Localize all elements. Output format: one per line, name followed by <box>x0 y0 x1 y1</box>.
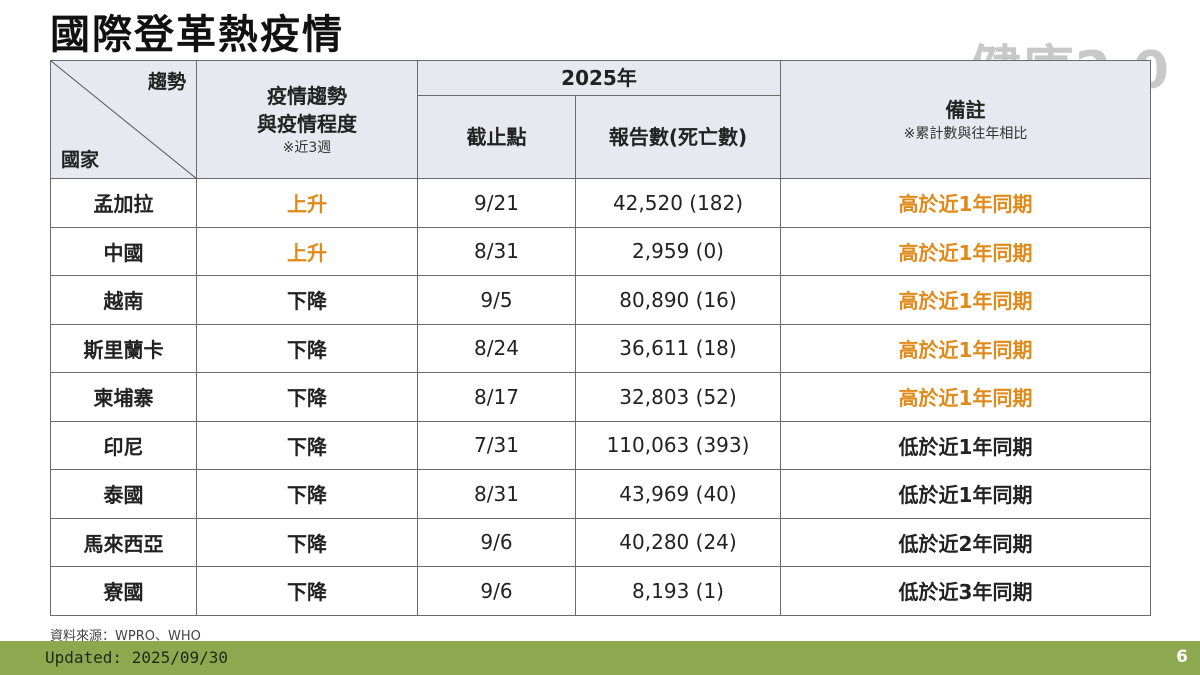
note-cell: 高於近1年同期 <box>780 275 1152 325</box>
table-row: 柬埔寨 下降 8/17 32,803 (52) 高於近1年同期 <box>50 372 1152 422</box>
cutoff-cell: 9/6 <box>417 517 576 567</box>
trend-cell: 上升 <box>196 226 418 276</box>
trend-cell: 下降 <box>196 469 418 519</box>
table-row: 寮國 下降 9/6 8,193 (1) 低於近3年同期 <box>50 566 1152 616</box>
country-cell: 寮國 <box>50 566 197 616</box>
note-cell: 高於近1年同期 <box>780 372 1152 422</box>
note-cell: 高於近1年同期 <box>780 323 1152 373</box>
reports-cell: 80,890 (16) <box>574 275 782 325</box>
table-row: 中國 上升 8/31 2,959 (0) 高於近1年同期 <box>50 226 1152 276</box>
table-row: 馬來西亞 下降 9/6 40,280 (24) 低於近2年同期 <box>50 517 1152 567</box>
footer-bar: Updated: 2025/09/30 6 <box>0 641 1200 675</box>
year-header: 2025年 <box>416 60 782 96</box>
diagonal-header-cell: 趨勢 國家 <box>50 60 197 179</box>
reports-header: 報告數(死亡數) <box>574 95 782 179</box>
country-cell: 孟加拉 <box>50 178 197 228</box>
reports-cell: 8,193 (1) <box>574 566 782 616</box>
cutoff-header: 截止點 <box>417 95 576 179</box>
trend-cell: 上升 <box>196 178 418 228</box>
reports-cell: 2,959 (0) <box>574 226 782 276</box>
trend-cell: 下降 <box>196 372 418 422</box>
trend-header-sub: ※近3週 <box>282 139 332 156</box>
source-note: 資料來源：WPRO、WHO <box>50 629 201 644</box>
reports-cell: 42,520 (182) <box>574 178 782 228</box>
trend-cell: 下降 <box>196 517 418 567</box>
cutoff-cell: 9/21 <box>417 178 576 228</box>
table-row: 越南 下降 9/5 80,890 (16) 高於近1年同期 <box>50 275 1152 325</box>
note-cell: 低於近2年同期 <box>780 517 1152 567</box>
reports-cell: 36,611 (18) <box>574 323 782 373</box>
trend-cell: 下降 <box>196 323 418 373</box>
trend-cell: 下降 <box>196 420 418 470</box>
country-cell: 馬來西亞 <box>50 517 197 567</box>
table-row: 孟加拉 上升 9/21 42,520 (182) 高於近1年同期 <box>50 178 1152 228</box>
country-axis-label: 國家 <box>61 149 100 171</box>
cutoff-cell: 8/24 <box>417 323 576 373</box>
cutoff-cell: 7/31 <box>417 420 576 470</box>
note-cell: 高於近1年同期 <box>780 226 1152 276</box>
country-cell: 印尼 <box>50 420 197 470</box>
page-title: 國際登革熱疫情 <box>50 12 344 58</box>
country-cell: 柬埔寨 <box>50 372 197 422</box>
note-cell: 低於近3年同期 <box>780 566 1152 616</box>
who-link[interactable]: WHO <box>168 629 201 644</box>
note-header-title: 備註 <box>945 97 986 122</box>
cutoff-cell: 9/5 <box>417 275 576 325</box>
country-cell: 斯里蘭卡 <box>50 323 197 373</box>
note-header-sub: ※累計數與往年相比 <box>903 125 1028 142</box>
cutoff-cell: 8/31 <box>417 226 576 276</box>
trend-header: 疫情趨勢 與疫情程度 ※近3週 <box>196 60 418 179</box>
reports-cell: 110,063 (393) <box>574 420 782 470</box>
dengue-table: 趨勢 國家 疫情趨勢 與疫情程度 ※近3週 2025年 備註 ※累計數與往年相比… <box>50 60 1152 616</box>
cutoff-cell: 8/31 <box>417 469 576 519</box>
table-row: 印尼 下降 7/31 110,063 (393) 低於近1年同期 <box>50 420 1152 470</box>
country-cell: 中國 <box>50 226 197 276</box>
trend-cell: 下降 <box>196 566 418 616</box>
note-cell: 低於近1年同期 <box>780 469 1152 519</box>
reports-cell: 43,969 (40) <box>574 469 782 519</box>
trend-cell: 下降 <box>196 275 418 325</box>
cutoff-cell: 8/17 <box>417 372 576 422</box>
table-row: 斯里蘭卡 下降 8/24 36,611 (18) 高於近1年同期 <box>50 323 1152 373</box>
diagonal-line <box>51 61 197 179</box>
country-cell: 泰國 <box>50 469 197 519</box>
trend-header-title: 疫情趨勢 與疫情程度 <box>257 83 357 136</box>
updated-date: Updated: 2025/09/30 <box>45 648 229 667</box>
cutoff-cell: 9/6 <box>417 566 576 616</box>
page-number: 6 <box>1176 647 1188 667</box>
country-cell: 越南 <box>50 275 197 325</box>
reports-cell: 32,803 (52) <box>574 372 782 422</box>
note-header: 備註 ※累計數與往年相比 <box>780 60 1152 179</box>
note-cell: 高於近1年同期 <box>780 178 1152 228</box>
table-row: 泰國 下降 8/31 43,969 (40) 低於近1年同期 <box>50 469 1152 519</box>
note-cell: 低於近1年同期 <box>780 420 1152 470</box>
trend-axis-label: 趨勢 <box>147 71 186 93</box>
wpro-link[interactable]: WPRO <box>115 629 155 644</box>
reports-cell: 40,280 (24) <box>574 517 782 567</box>
